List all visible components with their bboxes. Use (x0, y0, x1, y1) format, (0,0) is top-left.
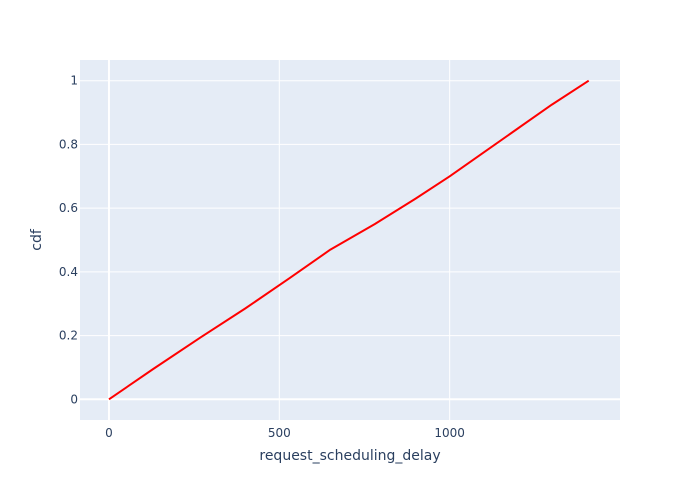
y-tick-label: 0 (70, 392, 78, 406)
y-tick-labels: 0 0.2 0.4 0.6 0.8 1 (59, 74, 78, 407)
x-axis-title: request_scheduling_delay (259, 448, 440, 464)
y-tick-label: 0.4 (59, 265, 78, 279)
x-gridlines (107, 60, 451, 420)
y-tick-label: 1 (70, 74, 78, 88)
x-tick-label: 0 (105, 426, 113, 440)
x-tick-label: 1000 (434, 426, 465, 440)
series-layer (108, 79, 590, 401)
x-tick-labels: 0 500 1000 (105, 426, 465, 440)
y-tick-label: 0.2 (59, 329, 78, 343)
y-axis-title: cdf (29, 228, 45, 251)
y-tick-label: 0.6 (59, 201, 78, 215)
x-tick-label: 500 (268, 426, 291, 440)
cdf-series-line (108, 79, 590, 401)
y-tick-label: 0.8 (59, 137, 78, 151)
y-gridlines (80, 80, 620, 401)
